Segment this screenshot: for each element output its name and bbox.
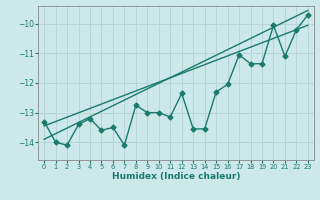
X-axis label: Humidex (Indice chaleur): Humidex (Indice chaleur)	[112, 172, 240, 181]
